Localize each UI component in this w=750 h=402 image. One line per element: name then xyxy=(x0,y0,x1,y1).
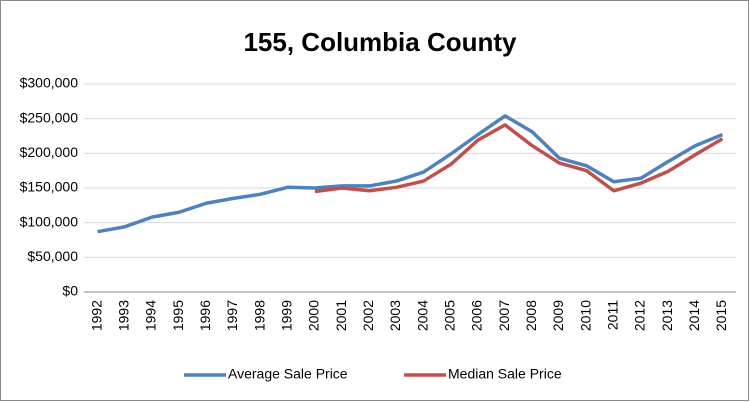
x-tick-label: 2006 xyxy=(469,300,485,331)
x-tick-label: 2002 xyxy=(360,300,376,331)
x-tick-label: 1997 xyxy=(224,300,240,331)
x-tick-label: 2012 xyxy=(632,300,648,331)
series-line xyxy=(97,114,724,234)
x-tick-label: 1993 xyxy=(115,300,131,331)
x-tick-label: 2011 xyxy=(604,300,620,330)
x-tick-label: 2015 xyxy=(713,300,729,331)
chart-title: 155, Columbia County xyxy=(243,27,517,57)
x-tick-label: 1999 xyxy=(278,300,294,331)
y-tick-label: $100,000 xyxy=(20,213,79,229)
x-tick-label: 2003 xyxy=(387,300,403,331)
y-tick-label: $0 xyxy=(62,283,78,299)
y-tick-label: $150,000 xyxy=(20,179,79,195)
x-tick-label: 2005 xyxy=(441,300,457,331)
x-tick-label: 2009 xyxy=(550,300,566,331)
y-tick-label: $250,000 xyxy=(20,109,79,125)
x-tick-label: 1995 xyxy=(170,300,186,331)
x-tick-label: 2010 xyxy=(577,300,593,331)
x-tick-label: 2000 xyxy=(306,300,322,331)
x-tick-label: 2004 xyxy=(414,300,430,331)
x-tick-label: 2013 xyxy=(659,300,675,331)
x-tick-label: 1996 xyxy=(197,300,213,331)
y-tick-label: $300,000 xyxy=(20,75,79,91)
x-tick-label: 2001 xyxy=(333,300,349,331)
x-tick-label: 2008 xyxy=(523,300,539,331)
x-tick-label: 1992 xyxy=(88,300,104,331)
legend-label: Average Sale Price xyxy=(228,366,348,382)
x-tick-label: 2007 xyxy=(496,300,512,331)
y-tick-label: $200,000 xyxy=(20,144,79,160)
x-tick-label: 1994 xyxy=(143,300,159,331)
series-line xyxy=(314,123,724,194)
y-tick-label: $50,000 xyxy=(27,248,78,264)
legend-label: Median Sale Price xyxy=(448,366,562,382)
x-tick-label: 1998 xyxy=(251,300,267,331)
x-tick-label: 2014 xyxy=(686,300,702,331)
